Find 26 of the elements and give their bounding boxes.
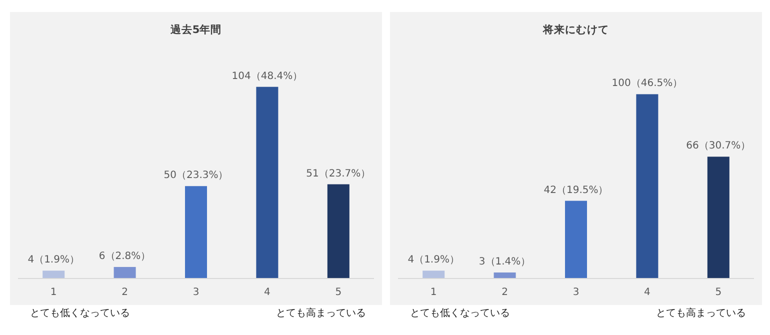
text: とても高まっている	[656, 307, 746, 319]
data-label: 3（1.4%）	[478, 256, 531, 268]
x-tick-label: 3	[192, 287, 200, 298]
x-tick-label: 3	[572, 287, 580, 298]
x-tick-label: 5	[715, 287, 722, 298]
data-label: 50（23.3%）	[164, 170, 228, 182]
text: とても低くなっている	[410, 308, 510, 319]
data-label: 51（23.7%）	[306, 168, 371, 180]
x-tick-label: 2	[122, 287, 128, 298]
x-tick-label: 4	[264, 287, 270, 298]
x-tick-label: 2	[502, 287, 508, 298]
data-label: 4（1.9%）	[28, 254, 80, 266]
x-tick-label: 4	[644, 287, 650, 298]
data-label: 6（2.8%）	[98, 250, 151, 262]
x-tick-label: 5	[335, 287, 342, 298]
data-label: 42（19.5%）	[544, 184, 608, 196]
text: とても低くなっている	[30, 308, 130, 319]
data-label: 4（1.9%）	[408, 254, 460, 266]
chart-title: 過去5年間	[169, 23, 222, 36]
chart-title: 将来にむけて	[542, 23, 609, 36]
data-label: 100（46.5%）	[612, 78, 683, 90]
data-label: 66（30.7%）	[686, 140, 751, 152]
x-tick-label: 1	[430, 287, 437, 298]
x-tick-label: 1	[50, 287, 57, 298]
data-label: 104（48.4%）	[232, 70, 303, 82]
text: とても高まっている	[276, 307, 366, 319]
